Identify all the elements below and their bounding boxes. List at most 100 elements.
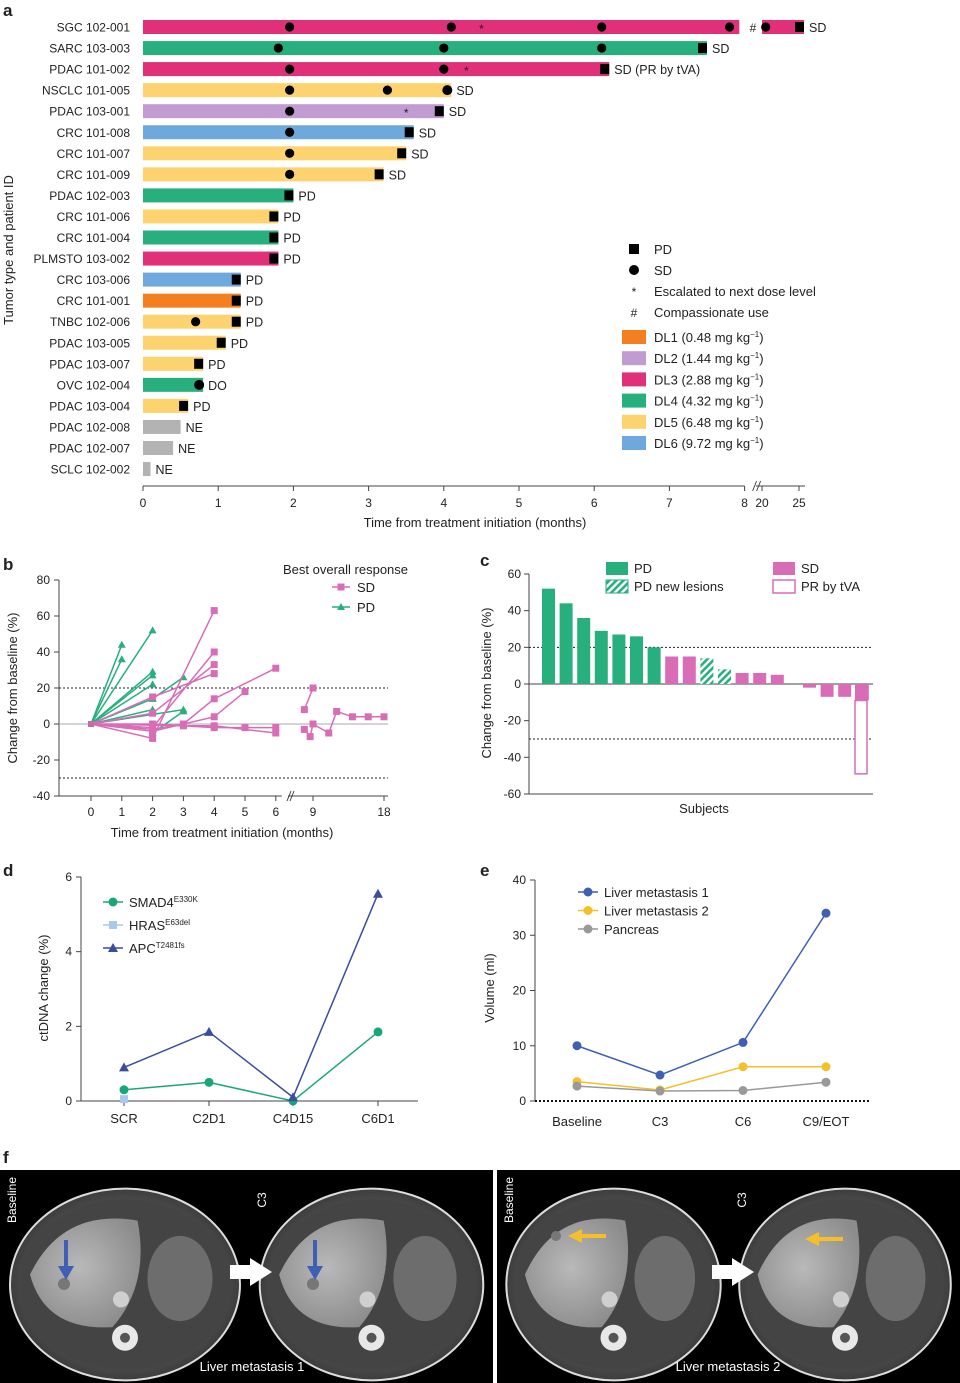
y-tick-label: 0 bbox=[519, 1094, 526, 1108]
label-base: DL2 (1.44 mg kg bbox=[654, 351, 750, 366]
data-point bbox=[821, 1077, 831, 1087]
pd-point bbox=[148, 671, 157, 679]
label-close: ) bbox=[759, 415, 763, 430]
y-tick-label: 6 bbox=[65, 870, 72, 884]
patient-id-label: CRC 101-006 bbox=[57, 210, 131, 224]
label-close: ) bbox=[759, 330, 763, 345]
legend-label: PD bbox=[634, 561, 652, 576]
bar bbox=[143, 125, 414, 140]
legend-marker-pd bbox=[337, 603, 345, 610]
legend-square bbox=[629, 244, 639, 254]
x-tick-label: 4 bbox=[211, 805, 218, 819]
waterfall-bar bbox=[838, 684, 852, 697]
x-tick-label: 0 bbox=[88, 805, 95, 819]
patient-id-label: CRC 101-004 bbox=[57, 231, 131, 245]
series-line bbox=[90, 658, 123, 725]
legend-marker bbox=[583, 924, 593, 934]
scan-label: Baseline bbox=[5, 1177, 19, 1223]
escalation-star: * bbox=[479, 22, 484, 36]
pd-point bbox=[148, 680, 157, 688]
data-point bbox=[120, 1095, 128, 1104]
blue-arrow-head bbox=[307, 1266, 323, 1280]
patient-id-label: CRC 101-008 bbox=[57, 126, 131, 140]
y-tick-label: 30 bbox=[513, 928, 527, 942]
label-base: HRAS bbox=[129, 918, 165, 933]
data-point bbox=[119, 1062, 129, 1072]
bar bbox=[143, 335, 226, 350]
sd-point bbox=[309, 684, 317, 692]
legend-swatch bbox=[622, 351, 646, 366]
legend-marker bbox=[583, 887, 593, 897]
liver-shape bbox=[30, 1218, 141, 1328]
series-line bbox=[90, 683, 154, 725]
label-base: DL5 (6.48 mg kg bbox=[654, 415, 750, 430]
response-label: PD bbox=[298, 189, 315, 203]
legend-dose-label: DL3 (2.88 mg kg−1) bbox=[654, 372, 764, 387]
scan-label: C3 bbox=[255, 1192, 269, 1208]
waterfall-bar bbox=[577, 618, 591, 684]
transition-arrow-shaft bbox=[712, 1265, 734, 1279]
axis-break-mark bbox=[752, 480, 758, 492]
panel-e-volume-chart: 0 10 20 30 40 Baseline C3 C6 C9/EOT Volume (ml) Li… bbox=[482, 873, 870, 1129]
response-label: NE bbox=[178, 442, 195, 456]
waterfall-bar bbox=[630, 636, 643, 684]
pd-point bbox=[148, 667, 157, 675]
axis-break-mark bbox=[286, 790, 292, 802]
response-label: SD bbox=[419, 126, 436, 140]
legend-dose-label: DL6 (9.72 mg kg−1) bbox=[654, 436, 764, 451]
bar bbox=[143, 41, 707, 56]
label-superscript: −1 bbox=[750, 330, 760, 339]
sd-dot bbox=[761, 22, 771, 32]
series-line bbox=[576, 1065, 826, 1091]
legend-swatch bbox=[622, 436, 646, 450]
response-label: PD bbox=[283, 210, 300, 224]
data-point bbox=[204, 1077, 214, 1087]
data-point bbox=[204, 1026, 214, 1036]
legend-label: SD bbox=[654, 263, 672, 278]
legend-label: Liver metastasis 2 bbox=[604, 904, 709, 919]
pd-square bbox=[284, 190, 294, 201]
lesion bbox=[551, 1231, 561, 1241]
waterfall-bar bbox=[820, 684, 834, 697]
pd-square bbox=[194, 358, 204, 369]
sd-dot bbox=[191, 317, 201, 327]
pd-square bbox=[231, 316, 241, 327]
spinal-canal bbox=[366, 1332, 377, 1343]
y-tick-label: 40 bbox=[37, 645, 51, 659]
bar bbox=[143, 377, 204, 392]
legend-label: PR by tVA bbox=[801, 579, 860, 594]
spinal-canal bbox=[840, 1332, 850, 1343]
sd-point bbox=[210, 670, 218, 678]
patient-id-label: NSCLC 101-005 bbox=[42, 84, 130, 98]
y-tick-label: -20 bbox=[33, 753, 51, 767]
response-label: SD bbox=[456, 84, 473, 98]
label-superscript: T2481fs bbox=[156, 941, 185, 950]
y-tick-label: 2 bbox=[65, 1019, 72, 1033]
bar bbox=[143, 83, 452, 98]
aorta bbox=[833, 1291, 849, 1308]
y-tick-label: 0 bbox=[65, 1094, 72, 1108]
legend-circle bbox=[629, 265, 639, 275]
x-tick-label: 8 bbox=[741, 496, 748, 510]
panel-f-ct-scans: Baseline C3 Baseline C3 Liver metastasis 1 Li… bbox=[0, 1170, 960, 1383]
legend-symbol: # bbox=[631, 306, 638, 320]
panel-letter-a: a bbox=[3, 1, 13, 20]
scan-caption: Liver metastasis 2 bbox=[676, 1359, 781, 1374]
x-axis-title: Time from treatment initiation (months) bbox=[111, 825, 334, 840]
x-tick-label: 5 bbox=[516, 496, 523, 510]
bar bbox=[143, 272, 241, 287]
scan-label: C3 bbox=[735, 1192, 749, 1208]
response-label: DO bbox=[208, 379, 227, 393]
y-tick-label: 60 bbox=[37, 609, 51, 623]
pd-point bbox=[117, 655, 126, 663]
bar bbox=[143, 462, 151, 477]
stomach-shape bbox=[865, 1235, 926, 1322]
sd-dot bbox=[285, 22, 295, 32]
response-label: PD bbox=[193, 400, 210, 414]
legend-marker bbox=[108, 897, 118, 907]
bar bbox=[143, 146, 407, 161]
legend-marker bbox=[109, 921, 117, 929]
waterfall-bar bbox=[647, 647, 661, 684]
x-tick-label: 25 bbox=[792, 496, 806, 510]
